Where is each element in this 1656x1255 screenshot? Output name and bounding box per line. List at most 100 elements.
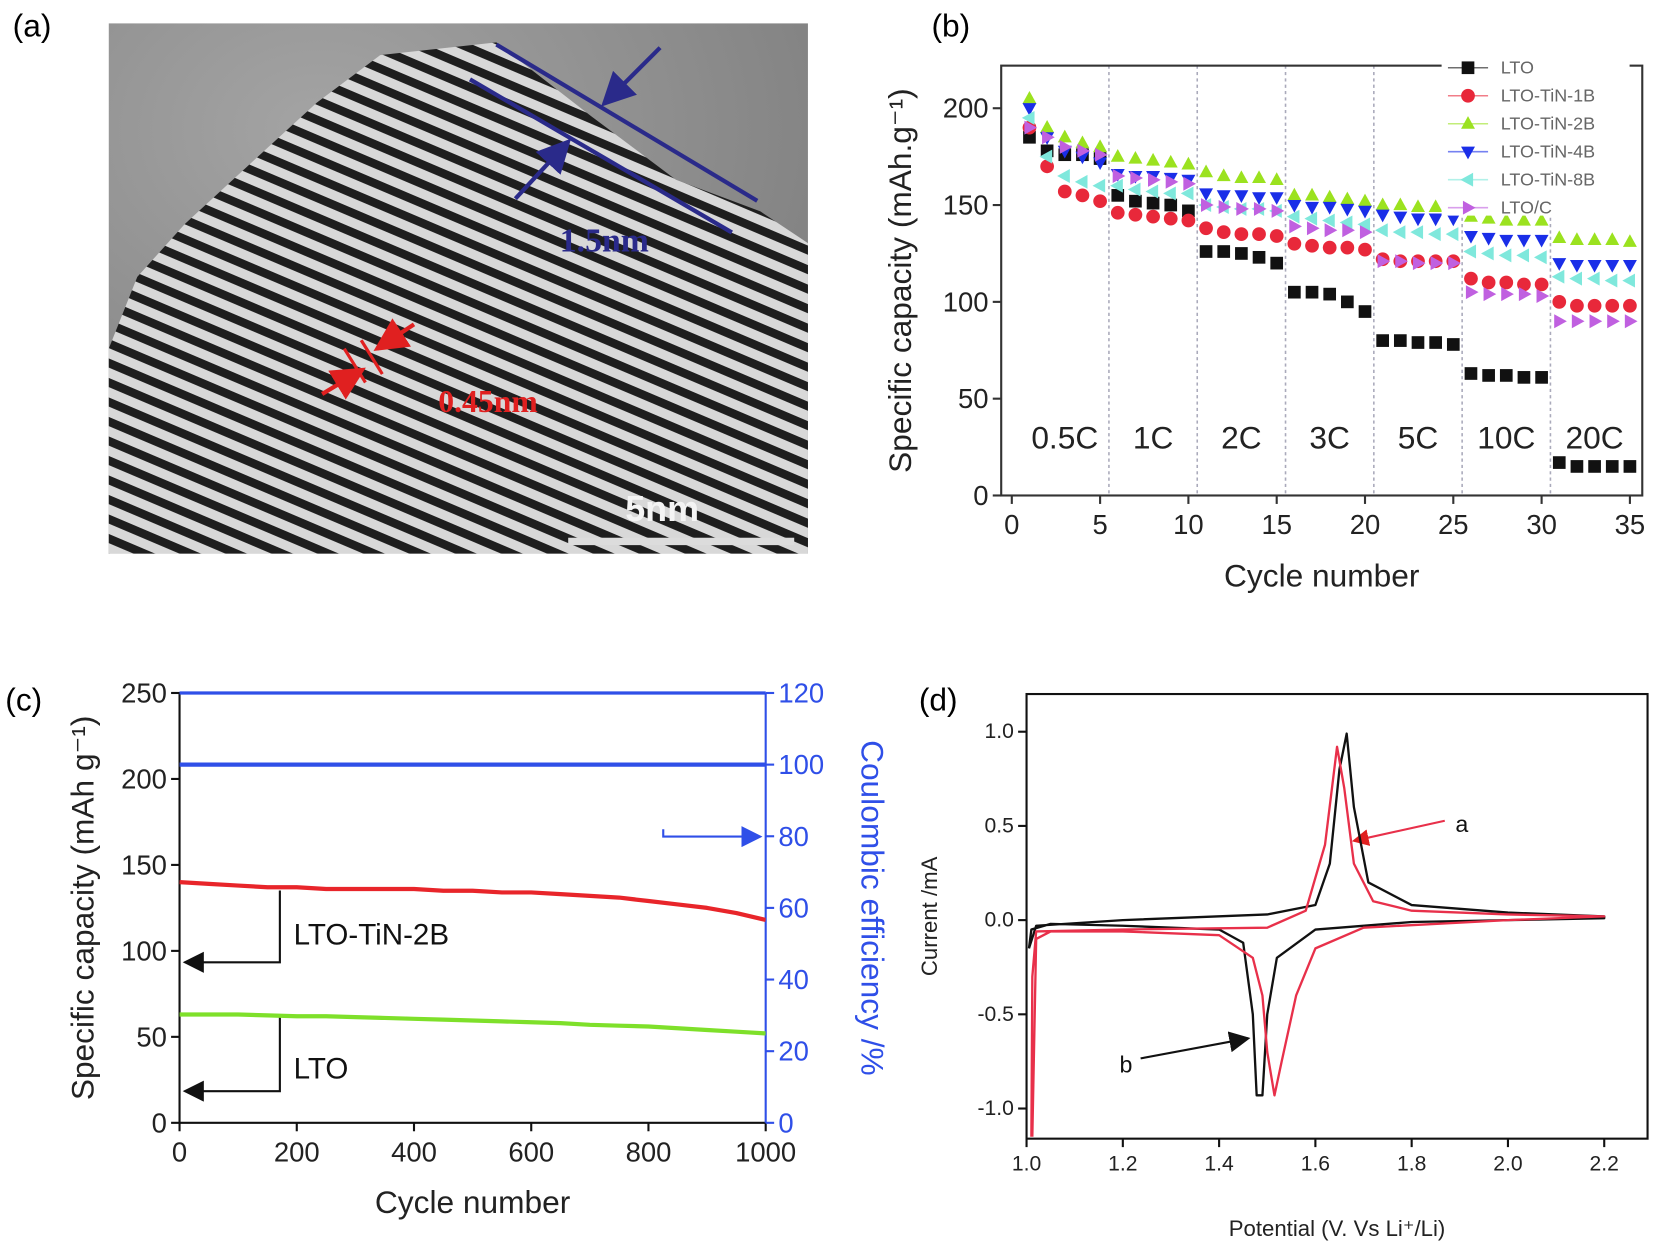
marker (1604, 273, 1618, 288)
marker (1287, 199, 1302, 213)
marker (1180, 186, 1194, 201)
marker (1146, 152, 1161, 166)
marker (1306, 221, 1320, 236)
y2-tick-label: 80 (778, 821, 809, 852)
x-tick-label: 2.0 (1493, 1153, 1522, 1176)
marker (1269, 192, 1284, 205)
marker (1358, 305, 1372, 318)
marker (1446, 338, 1460, 351)
marker (1446, 213, 1461, 227)
marker (1042, 130, 1055, 145)
marker (1165, 174, 1179, 189)
marker (1393, 211, 1408, 225)
arrow (601, 46, 662, 107)
rate-label: 20C (1566, 419, 1624, 455)
marker (1059, 139, 1073, 154)
arrow (1351, 819, 1446, 846)
marker (1252, 170, 1267, 184)
marker (1322, 189, 1337, 203)
y-axis-label: Specific capacity (mAh.g⁻¹) (882, 88, 918, 473)
x-tick-label: 600 (508, 1136, 554, 1167)
marker (1516, 212, 1531, 226)
arrow (321, 367, 366, 400)
lattice-fringes (108, 42, 808, 554)
marker (1163, 211, 1178, 226)
marker (1464, 367, 1478, 380)
y2-tick-label: 20 (778, 1036, 809, 1067)
marker (1271, 203, 1285, 218)
marker (1305, 285, 1319, 299)
marker (1534, 277, 1549, 292)
x-tick-label: 1.2 (1108, 1153, 1137, 1176)
x-tick-label: 1.8 (1397, 1153, 1426, 1176)
marker (1181, 213, 1196, 228)
marker (1322, 201, 1337, 215)
marker (1428, 213, 1443, 227)
marker (1234, 227, 1249, 241)
marker (1164, 198, 1178, 212)
marker (1481, 211, 1496, 224)
marker (1077, 143, 1091, 158)
marker (1199, 245, 1213, 258)
marker (1587, 260, 1602, 273)
rate-label: 2C (1221, 419, 1262, 455)
marker (1092, 178, 1106, 193)
marker (1163, 186, 1176, 201)
marker (1569, 260, 1584, 273)
marker (1516, 248, 1530, 263)
marker (1536, 289, 1550, 304)
arrow (182, 890, 281, 973)
legend-label: LTO (1501, 58, 1534, 78)
marker (1393, 197, 1408, 211)
marker (1464, 271, 1478, 286)
marker (1252, 192, 1267, 205)
marker (1410, 225, 1424, 240)
y2-tick-label: 100 (778, 749, 824, 780)
image-label: 1.5nm (560, 222, 649, 259)
legend-label: LTO-TiN-4B (1501, 142, 1595, 162)
marker (1588, 460, 1601, 473)
marker (1518, 287, 1532, 302)
marker (1554, 314, 1567, 329)
marker (1461, 146, 1475, 160)
y-tick-label: 1.0 (985, 720, 1014, 743)
x-tick-label: 1.0 (1012, 1153, 1041, 1176)
marker (1023, 130, 1036, 144)
marker (1057, 169, 1070, 183)
marker (1288, 285, 1301, 299)
arrow (513, 138, 572, 201)
marker (1605, 460, 1619, 473)
marker (1218, 200, 1232, 214)
marker (1199, 221, 1213, 236)
marker (1146, 209, 1160, 224)
y2-tick-label: 0 (778, 1107, 793, 1138)
marker (1216, 168, 1231, 182)
y2-tick-label: 40 (778, 964, 809, 995)
panel-label: (c) (5, 681, 42, 717)
x-tick-label: 200 (274, 1136, 320, 1167)
marker (1040, 159, 1054, 174)
x-tick-label: 10 (1173, 509, 1204, 540)
marker (1535, 371, 1548, 384)
marker (1461, 88, 1475, 103)
marker (1110, 178, 1123, 193)
y-tick-label: 0 (973, 480, 988, 511)
marker (1448, 256, 1461, 271)
plot-area (179, 762, 766, 1036)
marker (1481, 246, 1494, 261)
marker (1234, 170, 1249, 184)
marker (1358, 193, 1372, 207)
marker (1499, 234, 1514, 248)
arrow (373, 318, 416, 352)
tem-image: 1.5nm 0.45nm 5nm (108, 23, 808, 554)
edge-line (468, 77, 733, 235)
marker (1305, 201, 1319, 215)
marker (1235, 247, 1248, 260)
x-axis-label: Potential (V. Vs Li⁺/Li) (1229, 1216, 1446, 1241)
marker (1622, 273, 1635, 288)
plot-area (1021, 90, 1638, 473)
marker (1569, 232, 1584, 245)
marker (1623, 298, 1637, 313)
y-tick-label: -0.5 (978, 1003, 1014, 1026)
